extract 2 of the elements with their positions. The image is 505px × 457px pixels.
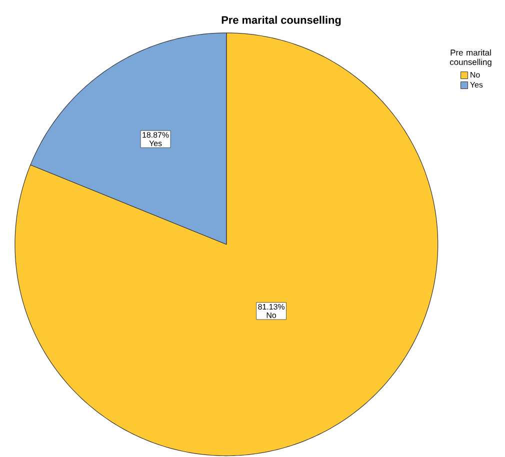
chart-title: Pre marital counselling — [222, 16, 341, 26]
legend-title: Pre marital counselling — [450, 49, 492, 67]
